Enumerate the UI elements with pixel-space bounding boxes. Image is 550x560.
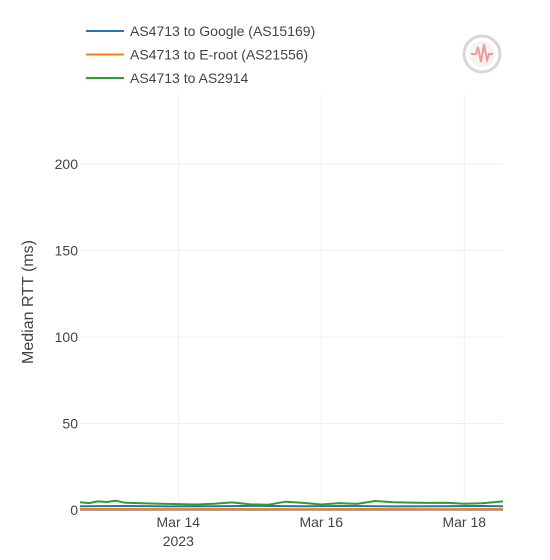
- series-layer: [79, 499, 504, 511]
- grid-lines: [80, 95, 503, 511]
- legend-item-3[interactable]: AS4713 to AS2914: [86, 70, 249, 86]
- legend[interactable]: AS4713 to Google (AS15169) AS4713 to E-ro…: [86, 23, 315, 86]
- x-tick-label: Mar 16: [299, 514, 343, 530]
- x-axis-ticks: Mar 14 2023 Mar 16 Mar 18: [157, 514, 487, 549]
- seismograph-logo-icon[interactable]: [462, 34, 502, 74]
- x-tick-sublabel: 2023: [163, 533, 194, 549]
- y-axis-title: Median RTT (ms): [20, 240, 37, 364]
- legend-item-2[interactable]: AS4713 to E-root (AS21556): [86, 47, 308, 63]
- y-tick-label: 100: [55, 329, 79, 345]
- series-line-3: [79, 499, 504, 506]
- x-tick-label: Mar 18: [442, 514, 486, 530]
- x-tick-label: Mar 14: [157, 514, 201, 530]
- y-tick-label: 0: [70, 502, 78, 518]
- y-tick-label: 50: [62, 416, 78, 432]
- y-tick-label: 200: [55, 156, 79, 172]
- series-line-1: [79, 504, 504, 508]
- legend-label[interactable]: AS4713 to Google (AS15169): [130, 23, 315, 39]
- y-axis-ticks: 0 50 100 150 200: [55, 156, 79, 518]
- legend-label[interactable]: AS4713 to AS2914: [130, 70, 249, 86]
- y-tick-label: 150: [55, 243, 79, 259]
- legend-item-1[interactable]: AS4713 to Google (AS15169): [86, 23, 315, 39]
- legend-label[interactable]: AS4713 to E-root (AS21556): [130, 47, 308, 63]
